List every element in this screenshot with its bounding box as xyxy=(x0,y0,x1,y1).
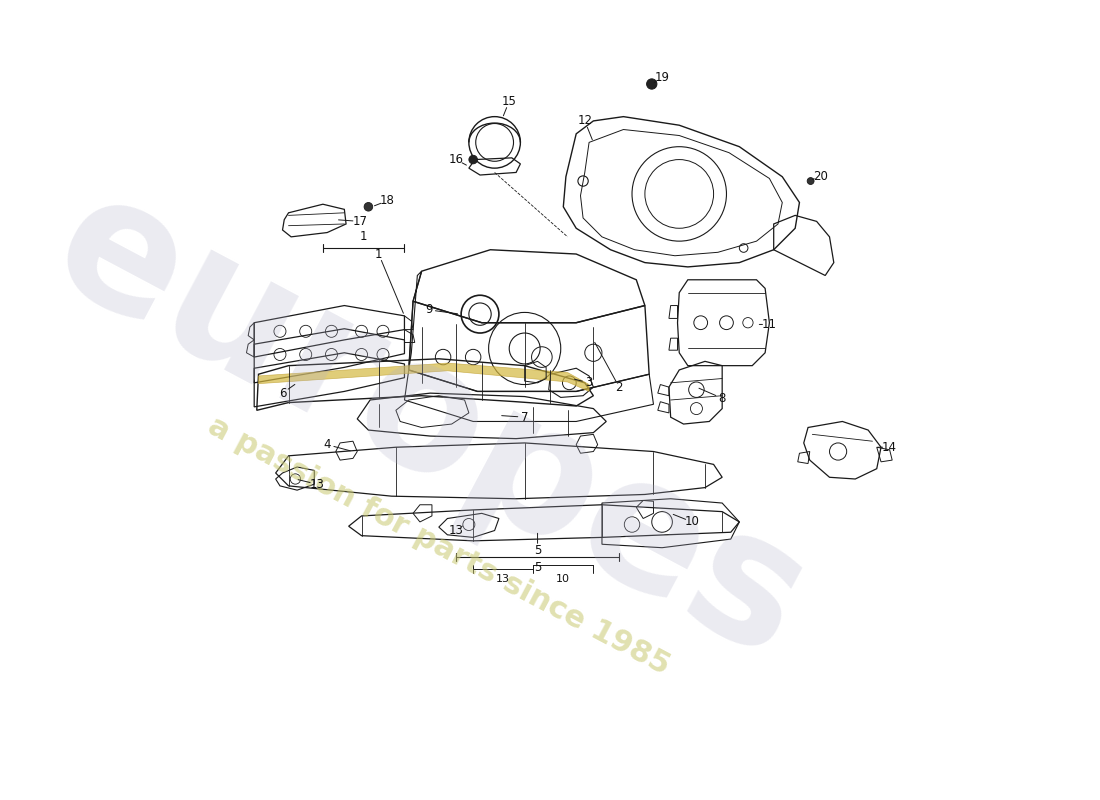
Text: 12: 12 xyxy=(578,114,592,127)
Polygon shape xyxy=(258,363,590,391)
Text: 5: 5 xyxy=(534,544,541,557)
Text: 1: 1 xyxy=(375,247,383,261)
Text: 16: 16 xyxy=(449,153,463,166)
Text: 5: 5 xyxy=(534,561,541,574)
Text: europes: europes xyxy=(25,155,835,697)
Text: 15: 15 xyxy=(502,94,517,108)
Text: 14: 14 xyxy=(882,441,898,454)
Text: 10: 10 xyxy=(684,515,700,529)
Text: a passion for parts since 1985: a passion for parts since 1985 xyxy=(204,411,674,681)
Text: 7: 7 xyxy=(521,410,528,424)
Circle shape xyxy=(647,79,657,89)
Text: 10: 10 xyxy=(557,574,570,584)
Text: 18: 18 xyxy=(379,194,395,207)
Text: 13: 13 xyxy=(496,574,510,584)
Text: 1: 1 xyxy=(360,230,367,243)
Text: 19: 19 xyxy=(654,71,670,85)
Text: 9: 9 xyxy=(425,303,432,316)
Text: 8: 8 xyxy=(718,392,726,405)
Text: 13: 13 xyxy=(309,478,324,490)
Text: 17: 17 xyxy=(352,215,367,228)
Text: 3: 3 xyxy=(585,376,593,390)
Text: 4: 4 xyxy=(323,438,331,451)
Text: 13: 13 xyxy=(449,524,463,537)
Circle shape xyxy=(807,178,814,185)
Circle shape xyxy=(364,202,373,211)
Text: 2: 2 xyxy=(615,381,623,394)
Text: 6: 6 xyxy=(278,386,286,400)
Text: 20: 20 xyxy=(814,170,828,183)
Text: 11: 11 xyxy=(762,318,777,331)
Circle shape xyxy=(469,155,477,164)
